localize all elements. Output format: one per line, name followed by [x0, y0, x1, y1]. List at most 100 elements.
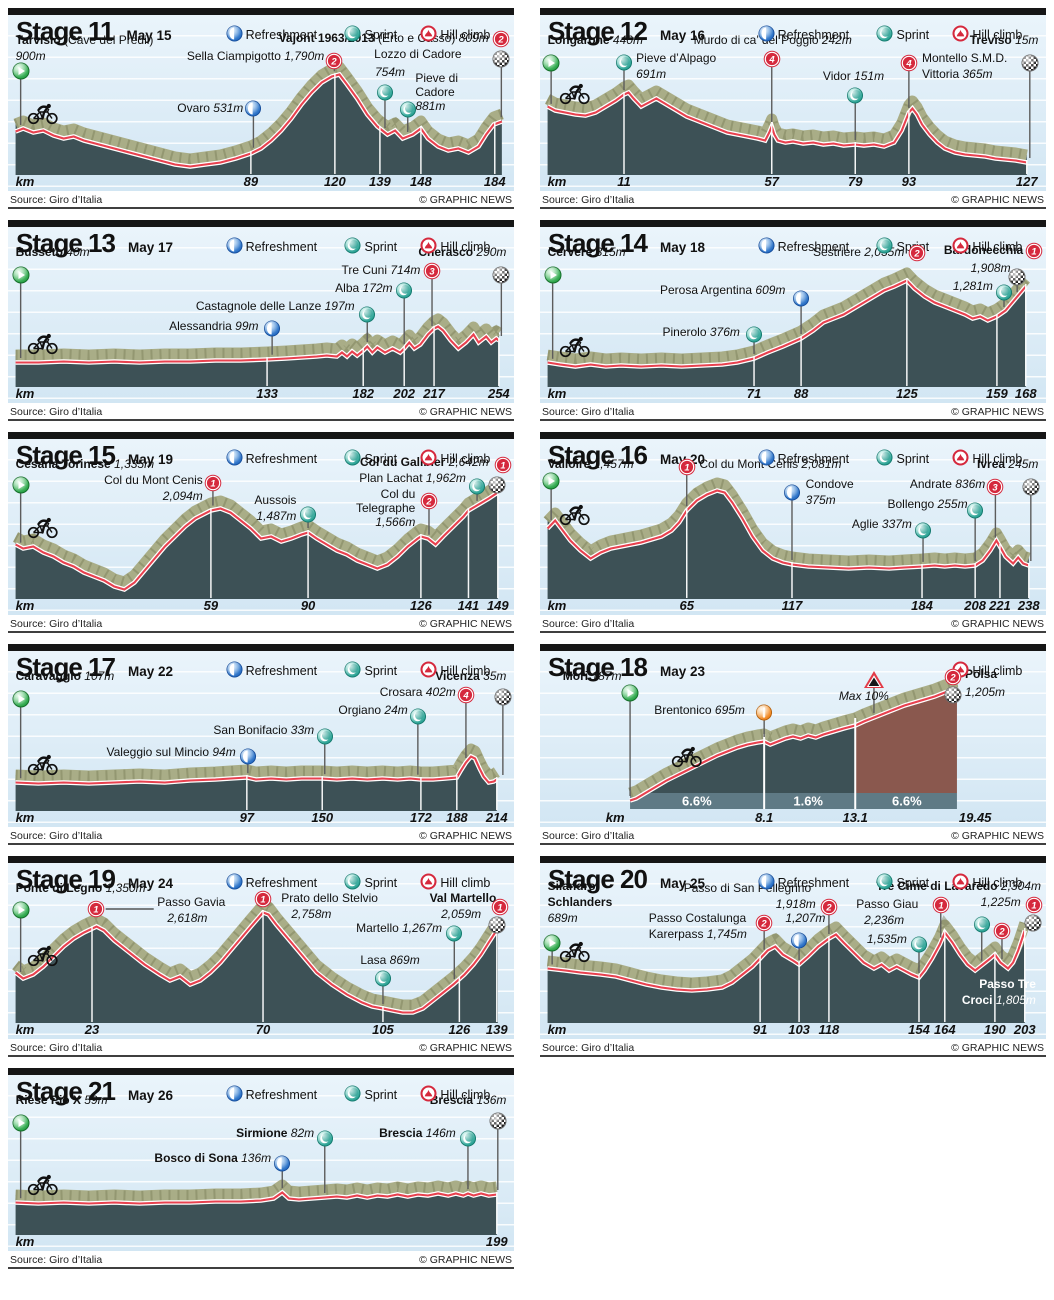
legend-hill-climb-icon — [952, 237, 969, 257]
legend-sprint-icon — [344, 237, 362, 257]
finish-icon — [488, 476, 506, 499]
hill-climb-badge: 2 — [993, 922, 1011, 945]
waypoint-label: Valloire 1,457m — [547, 457, 634, 471]
finish-icon — [488, 916, 506, 939]
waypoint-label: Caravaggio 107m — [15, 669, 115, 683]
legend-label: Sprint — [364, 664, 398, 678]
legend-hill-climb-icon — [420, 661, 437, 681]
stage-panel: Stage 15 May 19 Refreshment Sprint Hill clim… — [8, 432, 514, 633]
waypoint-label: Brescia 146m — [379, 1126, 456, 1140]
stage-title: Stage 11 — [16, 16, 115, 46]
km-tick: 202 — [393, 386, 416, 401]
credit-text: © GRAPHIC NEWS — [419, 829, 512, 842]
legend-label: Refreshment — [245, 28, 318, 42]
waypoint-label: Martello 1,267m — [356, 921, 443, 935]
legend-label: Refreshment — [245, 876, 318, 890]
waypoint-label: Bosco di Sona 136m — [154, 1151, 272, 1165]
legend-label: Hill climb — [972, 664, 1023, 678]
hill-climb-badge: 1 — [204, 474, 222, 497]
legend-label: Hill climb — [972, 240, 1023, 254]
sprint-icon — [995, 284, 1013, 306]
waypoint-label: Silandro — [547, 879, 596, 893]
km-unit-label: km — [15, 386, 35, 401]
stage-title: Stage 16 — [548, 440, 648, 470]
cyclist-icon — [27, 517, 59, 544]
legend-item-hillclimb: Hill climb — [952, 873, 1022, 893]
legend-label: Hill climb — [440, 28, 491, 42]
waypoint-label: Cervere 315m — [547, 245, 626, 259]
sprint-icon — [316, 1130, 333, 1152]
sprint-icon — [359, 306, 376, 328]
credit-text: © GRAPHIC NEWS — [419, 1041, 512, 1054]
legend-sprint-icon — [876, 873, 894, 893]
svg-text:1: 1 — [498, 902, 503, 913]
waypoint-label: Ivrea 245m — [977, 457, 1039, 471]
hill-climb-badge: 1 — [1025, 896, 1043, 919]
legend-refreshment-icon — [758, 25, 775, 45]
source-text: Source: Giro d’Italia — [542, 405, 635, 418]
svg-text:6.6%: 6.6% — [892, 794, 922, 809]
finish-icon — [1024, 914, 1042, 937]
km-tick: 184 — [911, 598, 933, 613]
start-icon — [12, 62, 30, 85]
stage-title: Stage 18 — [548, 652, 648, 682]
stage-date: May 15 — [126, 28, 172, 43]
legend-label: Hill climb — [440, 664, 491, 678]
legend-sprint-icon — [344, 661, 362, 681]
legend-item-refreshment: Refreshment — [226, 25, 318, 45]
stage-panel: Stage 12 May 16 Refreshment Sprint Hill clim… — [540, 8, 1046, 209]
panel-top-bar — [540, 432, 1046, 439]
waypoint-label: Sella Ciampigotto 1,790m — [186, 49, 325, 63]
waypoint-label: Andrate 836m — [909, 477, 986, 491]
legend-item-sprint: Sprint — [876, 873, 929, 893]
legend-item-refreshment: Refreshment — [226, 1085, 317, 1105]
svg-text:6.6%: 6.6% — [682, 794, 712, 809]
waypoint-label: Montello S.M.D. — [922, 51, 1008, 65]
refreshment-icon — [274, 1155, 291, 1177]
waypoint-label: Sirmione 82m — [236, 1126, 315, 1140]
stage-panel: Stage 20 May 25 Refreshment Sprint Hill clim… — [540, 856, 1046, 1057]
panel-top-bar — [540, 644, 1046, 651]
stage-body: Stage 17 May 22 Refreshment Sprint Hill clim… — [8, 651, 514, 827]
legend-item-hillclimb: Hill climb — [420, 449, 490, 469]
hill-climb-badge: 2 — [820, 898, 838, 921]
legend-item-sprint: Sprint — [876, 25, 929, 45]
stage-title: Stage 12 — [548, 16, 648, 46]
legend-label: Hill climb — [440, 1088, 491, 1102]
waypoint-label: Treviso 15m — [969, 33, 1039, 47]
km-unit-label: km — [15, 1234, 35, 1249]
credit-text: © GRAPHIC NEWS — [419, 193, 512, 206]
waypoint-label: Bollengo 255m — [887, 497, 968, 511]
waypoint-label: 1,908m — [970, 261, 1011, 275]
hill-climb-badge: 1 — [932, 896, 950, 919]
stage-title: Stage 15 — [16, 440, 116, 470]
waypoint-label: Tarvisio (Cave del Predil) — [15, 33, 154, 47]
stage-panel: 6.6% 1.6% 6.6% Stage 18 May 23 Hill climb Mori… — [540, 644, 1046, 845]
finish-icon — [492, 266, 510, 289]
source-text: Source: Giro d’Italia — [10, 1041, 103, 1054]
legend-label: Sprint — [896, 28, 930, 42]
panel-footer: Source: Giro d’Italia © GRAPHIC NEWS — [8, 827, 514, 845]
km-tick: 93 — [901, 174, 917, 189]
start-icon — [621, 684, 639, 707]
svg-text:2: 2 — [498, 34, 505, 45]
svg-text:3: 3 — [429, 266, 435, 277]
legend-hill-climb-icon — [952, 873, 969, 893]
legend-item-hillclimb: Hill climb — [952, 661, 1022, 681]
credit-text: © GRAPHIC NEWS — [951, 405, 1044, 418]
km-tick: 159 — [986, 386, 1008, 401]
legend-sprint-icon — [344, 25, 362, 45]
stage-header: Stage 11 May 15 — [16, 16, 172, 47]
checkpoint-icon — [756, 704, 773, 726]
km-tick: 120 — [324, 174, 346, 189]
stage-body: Stage 16 May 20 Refreshment Sprint Hill clim… — [540, 439, 1046, 615]
waypoint-label: Riese Pio X 59m — [15, 1093, 108, 1107]
svg-text:1: 1 — [500, 460, 505, 471]
km-tick: 148 — [410, 174, 432, 189]
legend-item-refreshment: Refreshment — [758, 237, 849, 257]
stage-panel: Stage 11 May 15 Refreshment Sprint Hill clim… — [8, 8, 514, 209]
sprint-icon — [300, 506, 317, 528]
legend-refreshment-icon — [226, 873, 243, 893]
svg-text:1: 1 — [93, 904, 98, 915]
